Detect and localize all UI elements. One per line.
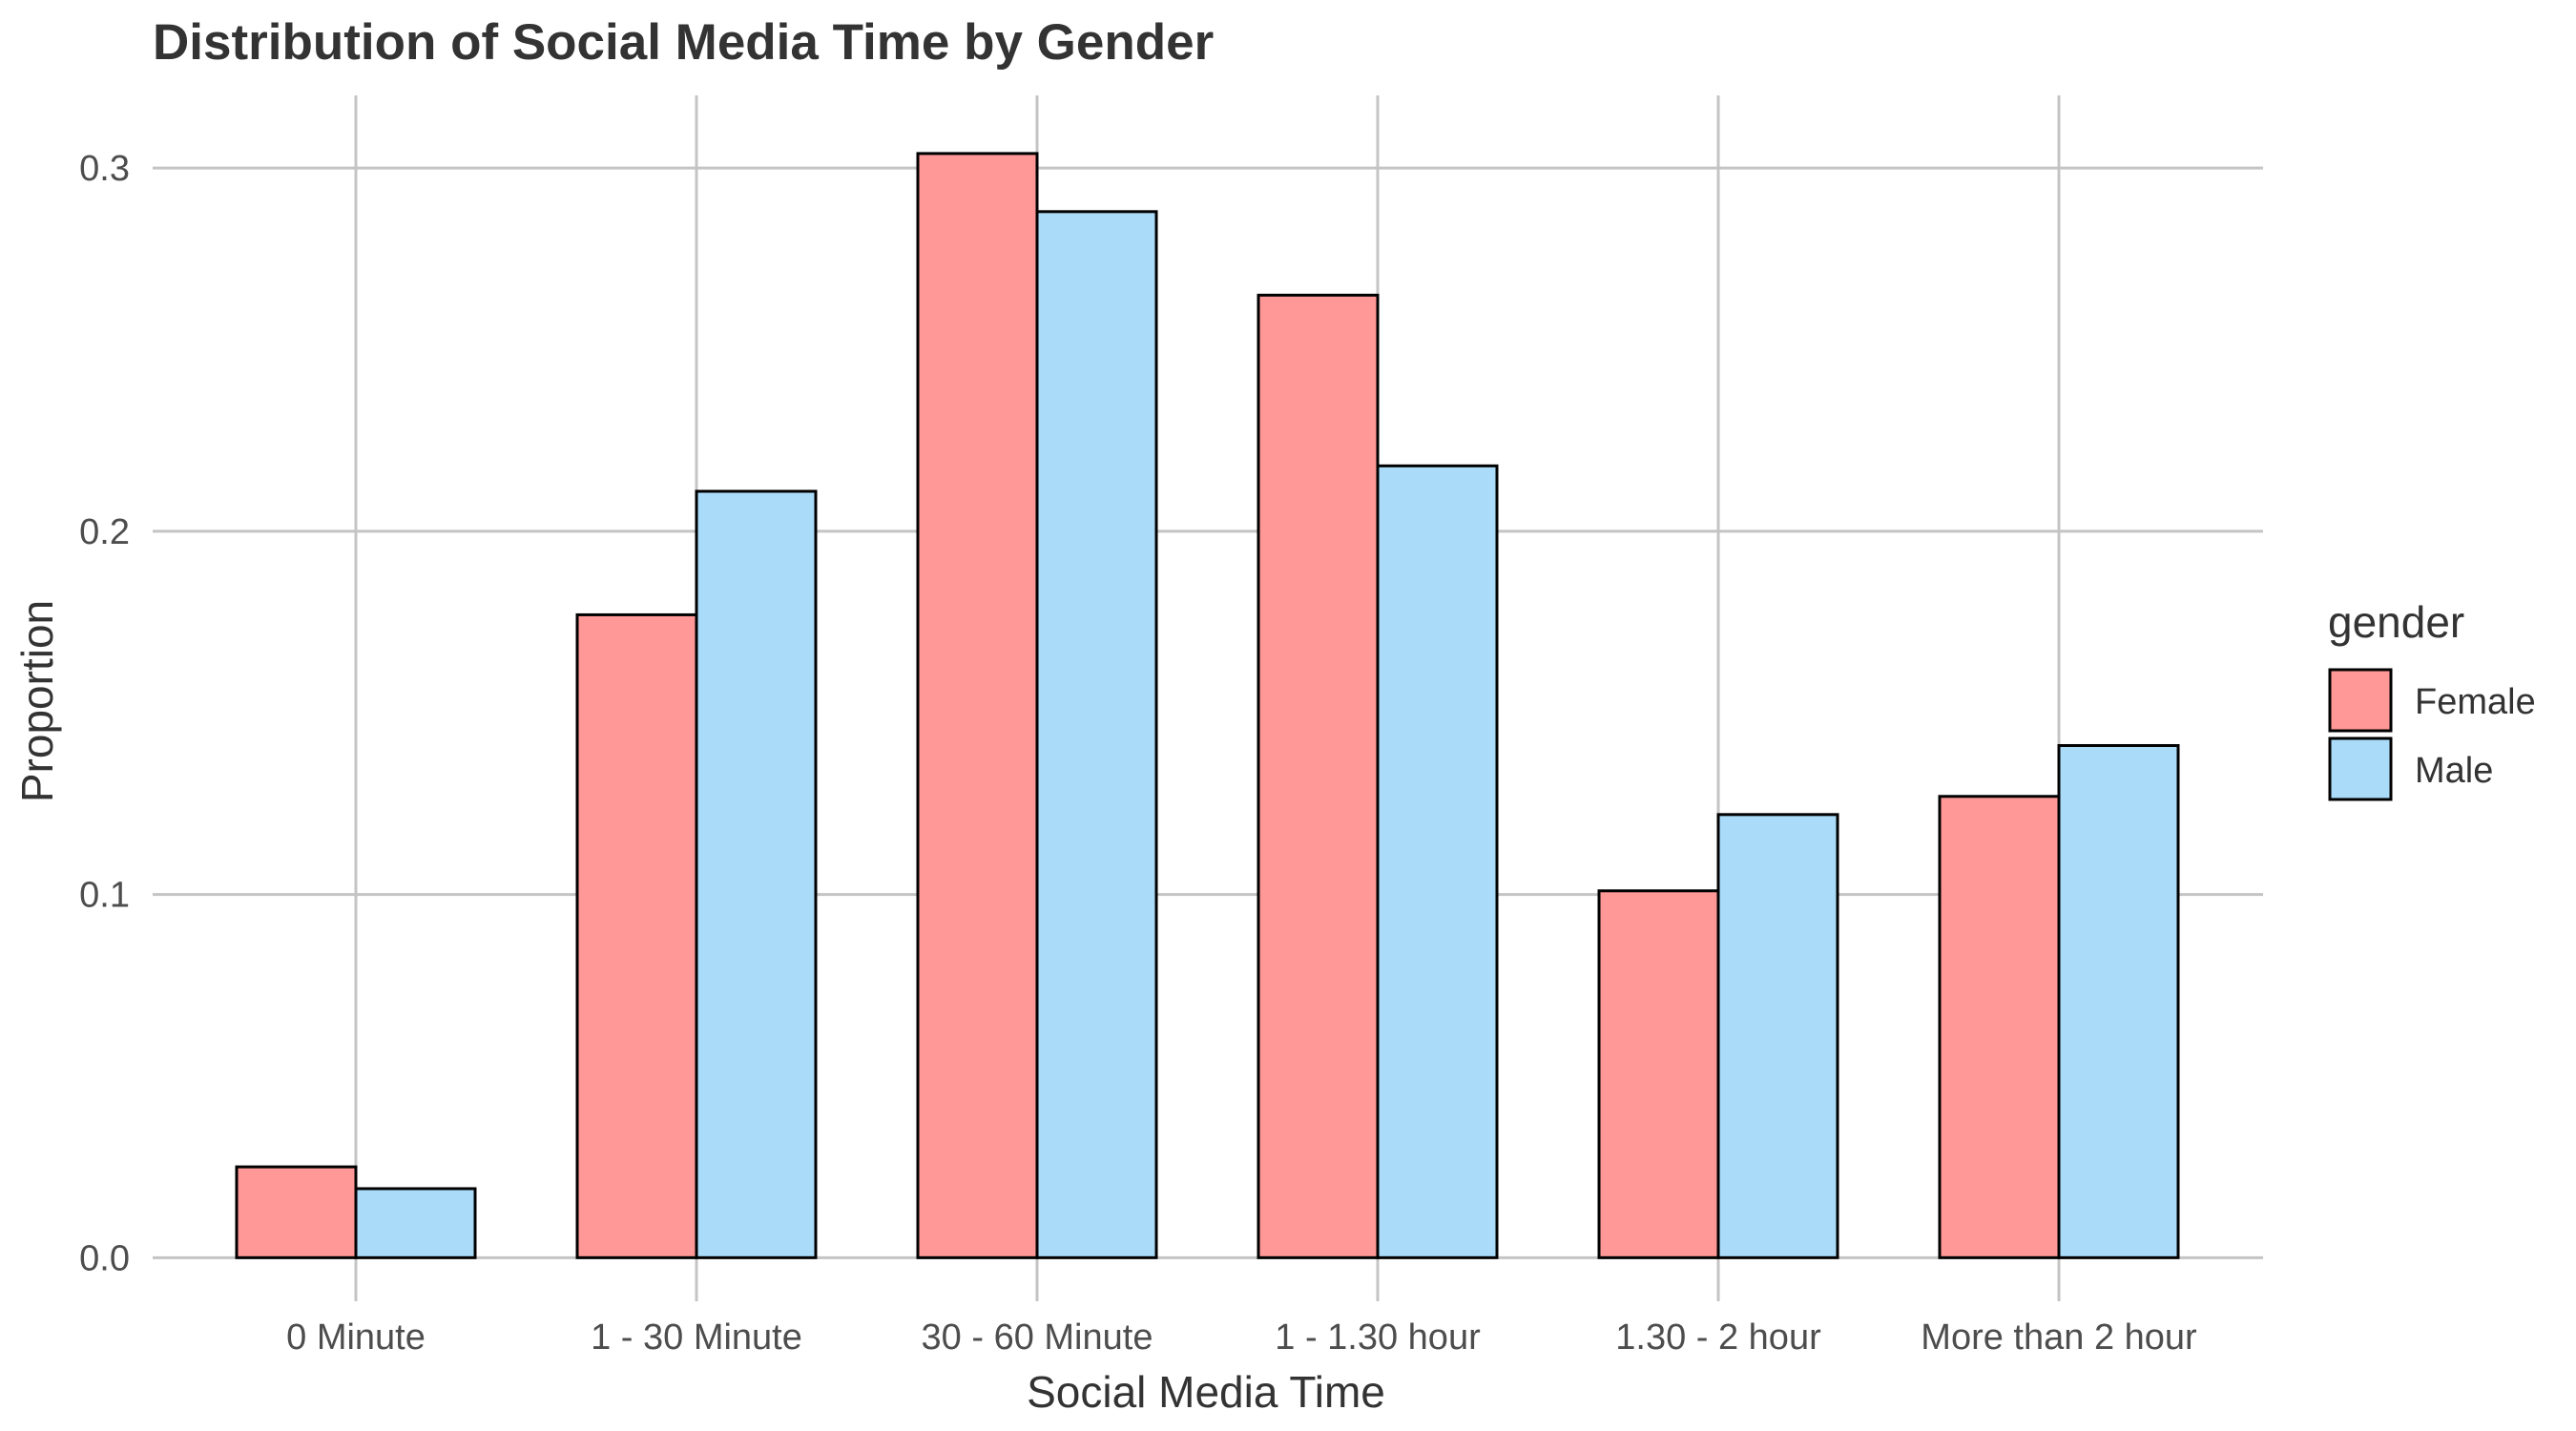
bar-male (695, 489, 818, 1259)
bar-male (354, 1187, 477, 1259)
y-axis-title: Proportion (12, 600, 62, 802)
x-tick-label: 30 - 60 Minute (922, 1317, 1153, 1358)
legend-title: gender (2328, 597, 2464, 647)
legend-key-female (2328, 668, 2393, 733)
bar-male (1035, 210, 1158, 1259)
bar-female (1938, 795, 2061, 1259)
bar-male (2057, 743, 2180, 1259)
y-tick-label: 0.0 (79, 1238, 130, 1278)
legend: gender Female Male (2328, 597, 2536, 801)
bar-female (575, 612, 698, 1259)
y-tick-label: 0.1 (79, 876, 130, 916)
bar-female (1257, 293, 1380, 1259)
legend-label-female: Female (2415, 682, 2536, 722)
x-tick-label: More than 2 hour (1921, 1317, 2197, 1358)
legend-label-male: Male (2415, 751, 2493, 791)
x-tick-label: 1 - 30 Minute (591, 1317, 802, 1358)
bars (235, 152, 2180, 1259)
x-axis-title: Social Media Time (1027, 1367, 1385, 1417)
bar-female (1597, 889, 1720, 1259)
y-tick-label: 0.3 (79, 149, 130, 189)
x-axis-ticks: 0 Minute 1 - 30 Minute 30 - 60 Minute 1 - 1… (286, 1317, 2197, 1358)
bar-female (916, 152, 1039, 1259)
x-tick-label: 0 Minute (286, 1317, 426, 1358)
bar-male (1376, 464, 1499, 1259)
bar-male (1716, 813, 1839, 1259)
x-tick-label: 1.30 - 2 hour (1615, 1317, 1821, 1358)
x-tick-label: 1 - 1.30 hour (1275, 1317, 1481, 1358)
y-tick-label: 0.2 (79, 512, 130, 552)
chart-title: Distribution of Social Media Time by Gen… (153, 14, 1214, 71)
y-axis-ticks: 0.0 0.1 0.2 0.3 (79, 149, 130, 1278)
bar-female (235, 1165, 358, 1259)
legend-items: Female Male (2328, 668, 2536, 801)
legend-key-male (2328, 736, 2393, 801)
